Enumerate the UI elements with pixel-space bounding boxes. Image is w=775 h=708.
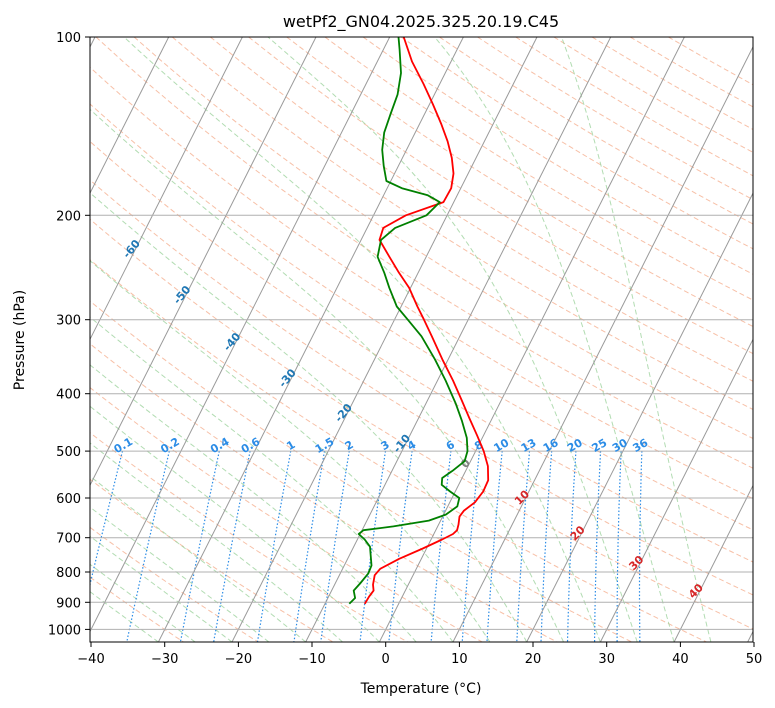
dry-adiabat-line: [90, 218, 753, 630]
dry-adiabats: [90, 37, 753, 642]
isotherm-line: [452, 45, 753, 642]
moist-adiabats: [90, 37, 712, 642]
mixing-ratio-line: [430, 451, 452, 642]
moist-adiabat-line: [90, 364, 417, 642]
isotherm-line: [90, 37, 243, 341]
y-tick-label: 500: [56, 445, 81, 460]
x-tick-label: −40: [77, 652, 104, 667]
y-tick-label: 900: [56, 596, 81, 611]
plot-area: 0.10.20.40.611.52346810131620253036-100-…: [90, 37, 753, 642]
mixing-ratio-line: [461, 451, 481, 642]
mixing-ratio-line: [320, 450, 350, 642]
dry-adiabat-line: [90, 140, 753, 563]
mixing-ratio-line: [126, 450, 170, 642]
moist-adiabat-line: [561, 37, 712, 642]
mixing-ratio-line: [594, 451, 602, 642]
isobar-grid: [90, 37, 753, 630]
dewpoint-line: [348, 37, 469, 605]
y-axis-label: Pressure (hPa): [12, 290, 28, 390]
isotherm-line: [526, 191, 753, 642]
y-tick-label: 300: [56, 314, 81, 329]
isotherm-line: [157, 37, 464, 642]
y-tick-label: 200: [56, 209, 81, 224]
moist-adiabat-line: [267, 37, 638, 642]
isotherm-line: [90, 37, 170, 195]
plot-frame: [89, 36, 754, 643]
isotherm-line: [305, 37, 612, 642]
dry-adiabat-line: [90, 300, 632, 642]
isotherm-line: [378, 37, 685, 642]
isotherm-line: [90, 37, 317, 487]
sounding-series: [348, 37, 490, 605]
dry-adiabat-line: [95, 37, 753, 469]
y-tick-label: 600: [56, 492, 81, 507]
y-tick-label: 1000: [48, 623, 81, 638]
moist-adiabat-line: [434, 37, 675, 642]
dry-adiabat-line: [286, 37, 753, 328]
dry-adiabat-line: [248, 37, 753, 355]
mixing-ratio-line: [90, 450, 124, 587]
temperature-line: [364, 37, 490, 605]
dry-adiabat-line: [90, 259, 707, 642]
x-tick-label: −10: [298, 652, 325, 667]
x-tick-label: −20: [225, 652, 252, 667]
y-axis-ticks: 100 200 300 400 500 600 700 800 900 1000: [48, 31, 90, 638]
y-tick-label: 100: [56, 31, 81, 46]
moist-adiabat-line: [90, 442, 343, 642]
mixing-ratio-line: [516, 451, 531, 642]
moist-adiabat-line: [123, 37, 601, 642]
mixing-ratio-line: [566, 451, 577, 642]
x-tick-label: 40: [672, 652, 689, 667]
moist-adiabat-line: [90, 260, 491, 642]
moist-adiabat-line: [90, 405, 380, 642]
x-axis-ticks: −40 −30 −20 −10 0 10 20 30 40 50: [77, 642, 762, 667]
y-tick-label: 800: [56, 566, 81, 581]
y-tick-label: 400: [56, 388, 81, 403]
mixing-ratio-line: [359, 451, 387, 642]
x-tick-label: 30: [598, 652, 615, 667]
x-tick-label: −30: [151, 652, 178, 667]
x-tick-label: 50: [746, 652, 763, 667]
y-tick-label: 700: [56, 532, 81, 547]
dry-adiabat-line: [90, 66, 753, 500]
isotherm-line: [231, 37, 538, 642]
dry-adiabat-line: [90, 343, 558, 642]
x-tick-label: 10: [451, 652, 468, 667]
isotherm-line: [673, 484, 753, 642]
mixing-ratio-line: [540, 451, 553, 642]
x-tick-label: 20: [525, 652, 542, 667]
x-tick-label: 0: [382, 652, 390, 667]
dry-adiabat-line: [90, 386, 483, 642]
isotherm-line: [90, 37, 391, 633]
dry-adiabat-line: [90, 103, 753, 531]
x-axis-label: Temperature (°C): [360, 681, 482, 697]
chart-title: wetPf2_GN04.2025.325.20.19.C45: [283, 12, 559, 32]
mixing-ratio-line: [616, 451, 622, 642]
moist-adiabat-line: [90, 192, 528, 642]
dry-adiabat-line: [133, 37, 753, 440]
